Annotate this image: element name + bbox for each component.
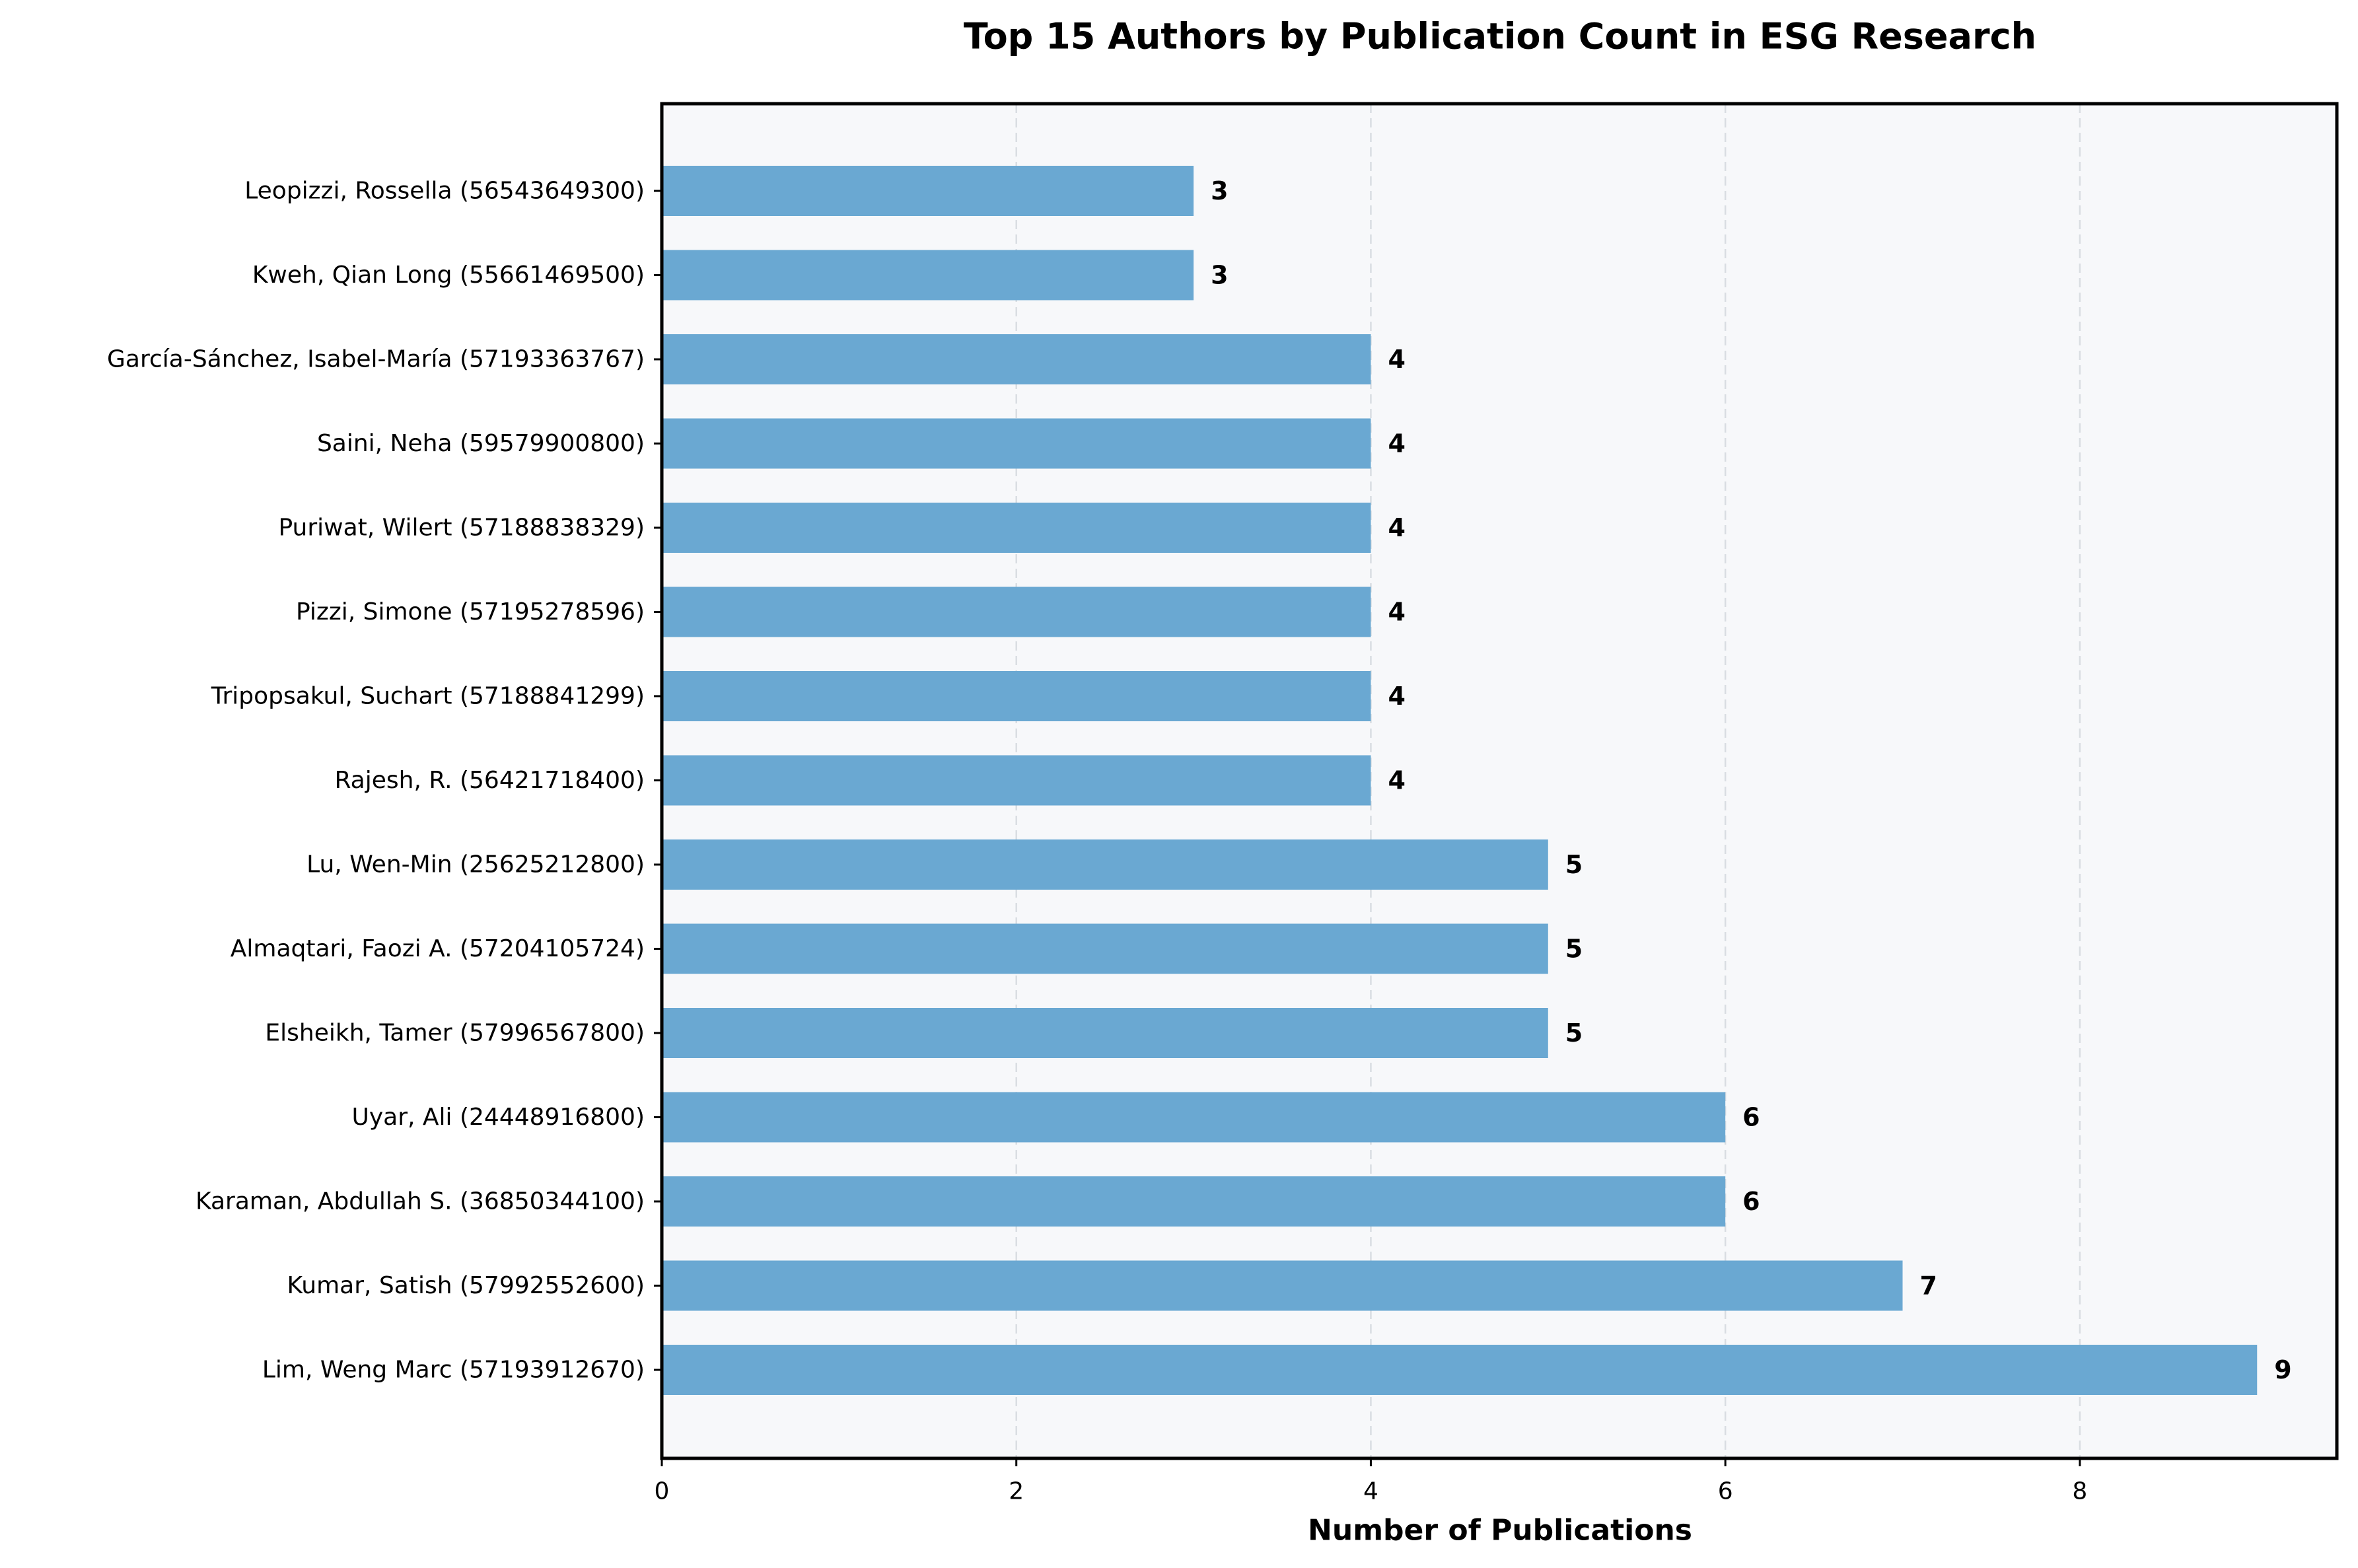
x-tick-label: 0 <box>655 1478 670 1505</box>
y-axis-ticks: Leopizzi, Rossella (56543649300) Kweh, Qi… <box>107 178 662 1384</box>
bar-value-label: 6 <box>1742 1187 1760 1216</box>
value-labels: 3 3 4 4 4 4 4 4 5 5 5 6 6 7 9 <box>1211 176 2292 1384</box>
x-tick-label: 4 <box>1363 1478 1378 1505</box>
bars <box>662 166 2258 1395</box>
bar <box>662 671 1371 721</box>
bar-value-label: 4 <box>1388 513 1405 542</box>
bar <box>662 418 1371 469</box>
x-tick-label: 6 <box>1718 1478 1733 1505</box>
bar <box>662 1176 1726 1227</box>
y-tick-label: Tripopsakul, Suchart (57188841299) <box>211 683 645 710</box>
y-tick-label: Kweh, Qian Long (55661469500) <box>252 262 645 289</box>
y-tick-label: Pizzi, Simone (57195278596) <box>296 598 645 625</box>
y-tick-label: Lim, Weng Marc (57193912670) <box>262 1357 645 1384</box>
chart-title: Top 15 Authors by Publication Count in E… <box>964 16 2036 57</box>
y-tick-label: García-Sánchez, Isabel-María (5719336376… <box>107 346 645 373</box>
bar <box>662 1260 1903 1311</box>
bar-value-label: 5 <box>1565 850 1583 879</box>
bar <box>662 166 1194 216</box>
bar-value-label: 7 <box>1920 1271 1937 1301</box>
bar <box>662 250 1194 301</box>
bar <box>662 1092 1726 1143</box>
x-axis-label: Number of Publications <box>1308 1514 1692 1548</box>
y-tick-label: Karaman, Abdullah S. (36850344100) <box>196 1188 645 1215</box>
bar <box>662 1008 1548 1058</box>
bar <box>662 755 1371 806</box>
y-tick-label: Puriwat, Wilert (57188838329) <box>278 515 645 542</box>
bar-value-label: 4 <box>1388 598 1405 627</box>
bar-value-label: 5 <box>1565 1018 1583 1048</box>
y-tick-label: Uyar, Ali (24448916800) <box>351 1104 645 1131</box>
x-tick-label: 2 <box>1009 1478 1024 1505</box>
bar <box>662 839 1548 890</box>
x-axis-ticks: 0 2 4 6 8 <box>655 1458 2087 1505</box>
bar-value-label: 5 <box>1565 935 1583 964</box>
y-tick-label: Lu, Wen-Min (25625212800) <box>306 851 645 878</box>
bar-value-label: 4 <box>1388 429 1405 458</box>
bar <box>662 334 1371 384</box>
plot-frame <box>660 102 2339 1460</box>
bar-value-label: 4 <box>1388 345 1405 374</box>
bar <box>662 503 1371 553</box>
y-tick-label: Saini, Neha (59579900800) <box>317 430 645 457</box>
y-tick-label: Elsheikh, Tamer (57996567800) <box>265 1020 645 1047</box>
bar <box>662 1345 2258 1395</box>
bar-value-label: 3 <box>1211 176 1228 205</box>
bar-value-label: 3 <box>1211 261 1228 290</box>
y-tick-label: Rajesh, R. (56421718400) <box>334 767 645 794</box>
bar-value-label: 4 <box>1388 682 1405 711</box>
x-tick-label: 8 <box>2072 1478 2087 1505</box>
bar-value-label: 9 <box>2274 1355 2291 1384</box>
bar <box>662 587 1371 637</box>
y-tick-label: Kumar, Satish (57992552600) <box>287 1272 645 1299</box>
bar-value-label: 6 <box>1742 1103 1760 1132</box>
y-tick-label: Almaqtari, Faozi A. (57204105724) <box>231 935 645 962</box>
bar <box>662 923 1548 974</box>
y-tick-label: Leopizzi, Rossella (56543649300) <box>244 178 645 205</box>
bar-value-label: 4 <box>1388 766 1405 795</box>
